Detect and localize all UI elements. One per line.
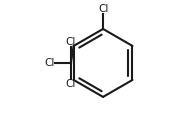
Text: Cl: Cl (44, 58, 55, 68)
Text: Cl: Cl (66, 79, 76, 89)
Text: Cl: Cl (66, 36, 76, 46)
Text: Cl: Cl (98, 4, 108, 14)
